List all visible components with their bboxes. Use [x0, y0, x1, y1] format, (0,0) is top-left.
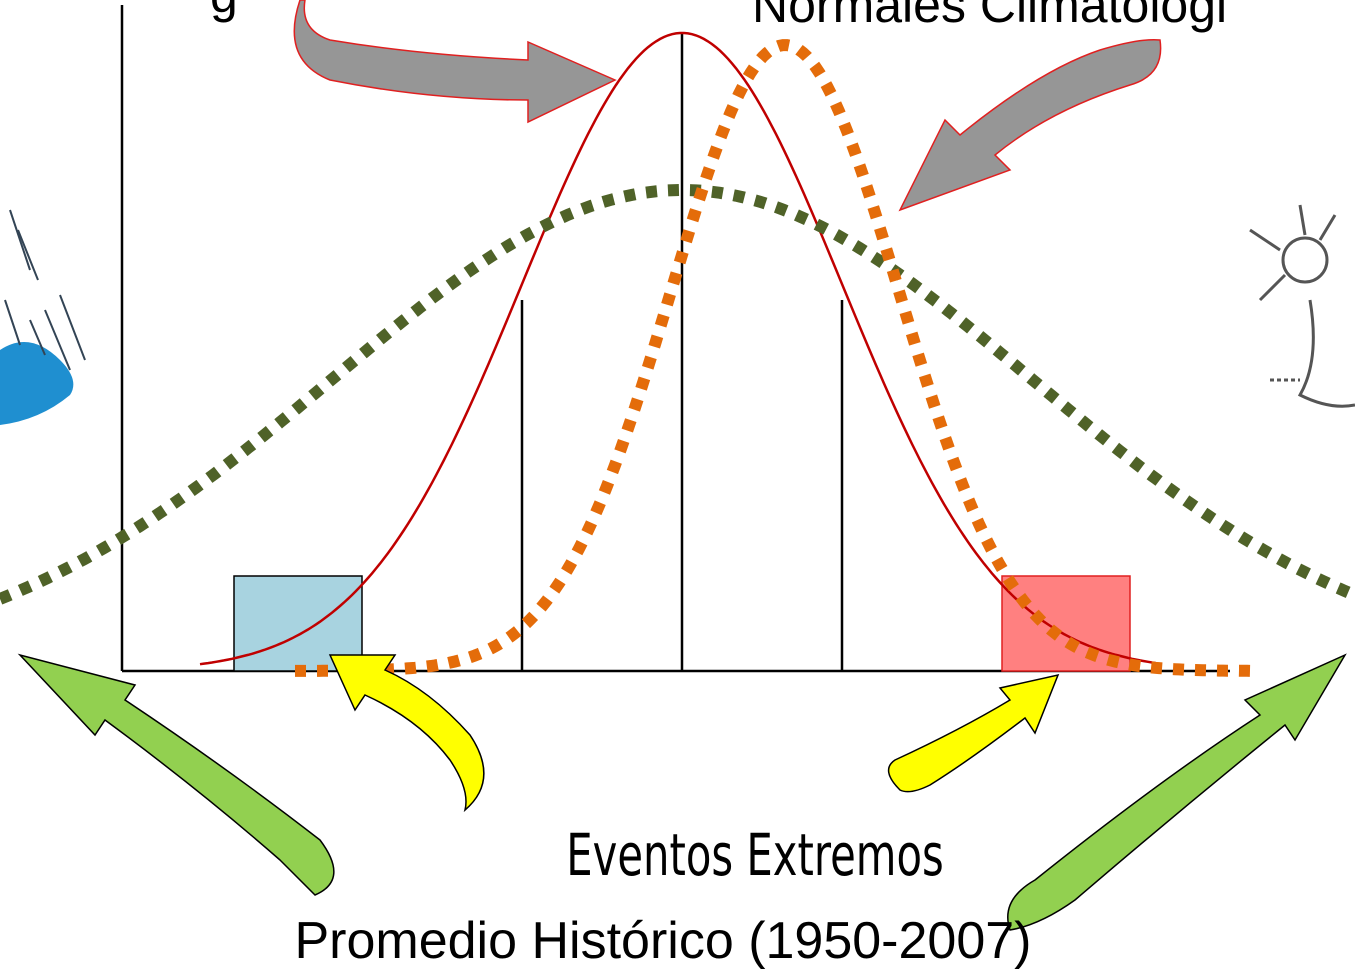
green-arrow — [17, 653, 335, 896]
gray-arrow — [898, 38, 1162, 212]
extremes-label: Eventos Extremos — [566, 821, 943, 889]
yellow-arrow — [887, 673, 1060, 793]
rain-icon — [0, 209, 86, 425]
shifted-curve — [295, 39, 1255, 677]
yellow-arrow — [328, 654, 485, 813]
title-fragment: g — [210, 0, 238, 23]
wide-curve — [0, 184, 1355, 605]
green-arrow — [1007, 653, 1347, 931]
hot-extreme-box — [1001, 575, 1131, 672]
historical-label: Promedio Histórico (1950-2007) — [294, 912, 1031, 970]
historical-curve — [199, 31, 1157, 666]
sun-icon — [1249, 204, 1355, 408]
title: Normales Climatológi — [752, 0, 1227, 33]
gray-arrow — [293, 0, 617, 124]
